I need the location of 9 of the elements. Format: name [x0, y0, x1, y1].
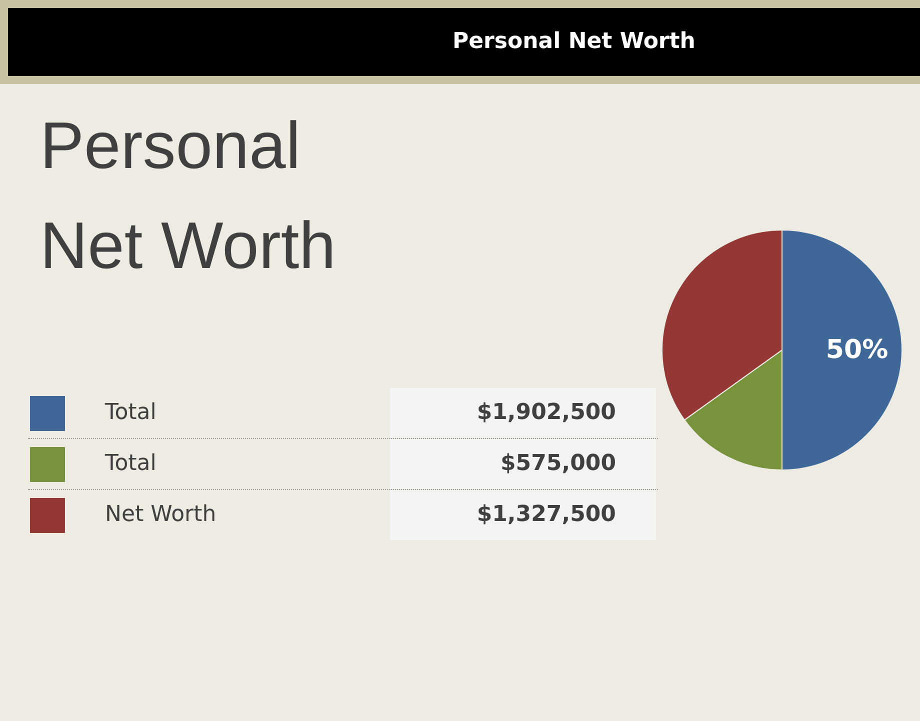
data-label: 50%: [826, 335, 888, 365]
legend-label: Total: [105, 451, 156, 476]
text: $575,000: [390, 439, 656, 489]
text: $1,902,500: [390, 388, 656, 438]
legend-label: Total: [105, 400, 156, 425]
legend-label: Net Worth: [105, 502, 216, 527]
text: $1,327,500: [390, 490, 656, 540]
chart-subtitle: Personal Net Worth: [40, 107, 337, 284]
chart-title: Personal Net Worth: [8, 8, 920, 76]
